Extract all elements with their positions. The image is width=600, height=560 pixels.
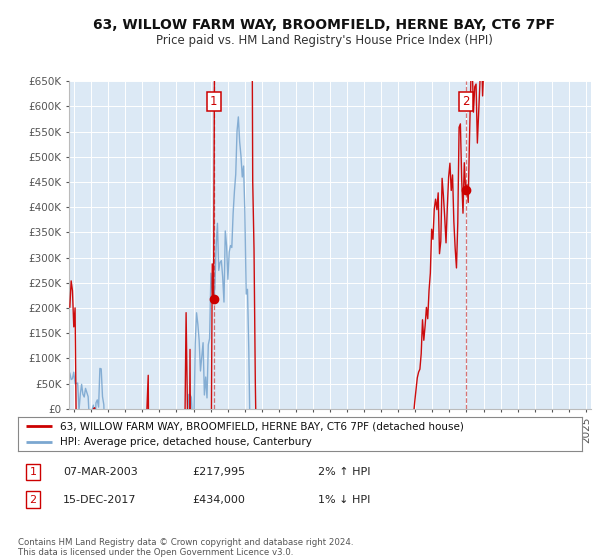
Text: Price paid vs. HM Land Registry's House Price Index (HPI): Price paid vs. HM Land Registry's House …	[155, 34, 493, 47]
Text: 07-MAR-2003: 07-MAR-2003	[63, 467, 138, 477]
Text: 2% ↑ HPI: 2% ↑ HPI	[318, 467, 371, 477]
Text: 63, WILLOW FARM WAY, BROOMFIELD, HERNE BAY, CT6 7PF: 63, WILLOW FARM WAY, BROOMFIELD, HERNE B…	[93, 18, 555, 32]
Text: HPI: Average price, detached house, Canterbury: HPI: Average price, detached house, Cant…	[60, 437, 312, 447]
Text: £217,995: £217,995	[192, 467, 245, 477]
Text: 1: 1	[210, 95, 217, 108]
Text: Contains HM Land Registry data © Crown copyright and database right 2024.
This d: Contains HM Land Registry data © Crown c…	[18, 538, 353, 557]
Text: 2: 2	[462, 95, 470, 108]
Text: 63, WILLOW FARM WAY, BROOMFIELD, HERNE BAY, CT6 7PF (detached house): 63, WILLOW FARM WAY, BROOMFIELD, HERNE B…	[60, 421, 464, 431]
Text: 1: 1	[29, 467, 37, 477]
Text: 15-DEC-2017: 15-DEC-2017	[63, 494, 137, 505]
Text: 2: 2	[29, 494, 37, 505]
Text: £434,000: £434,000	[192, 494, 245, 505]
Text: 1% ↓ HPI: 1% ↓ HPI	[318, 494, 370, 505]
